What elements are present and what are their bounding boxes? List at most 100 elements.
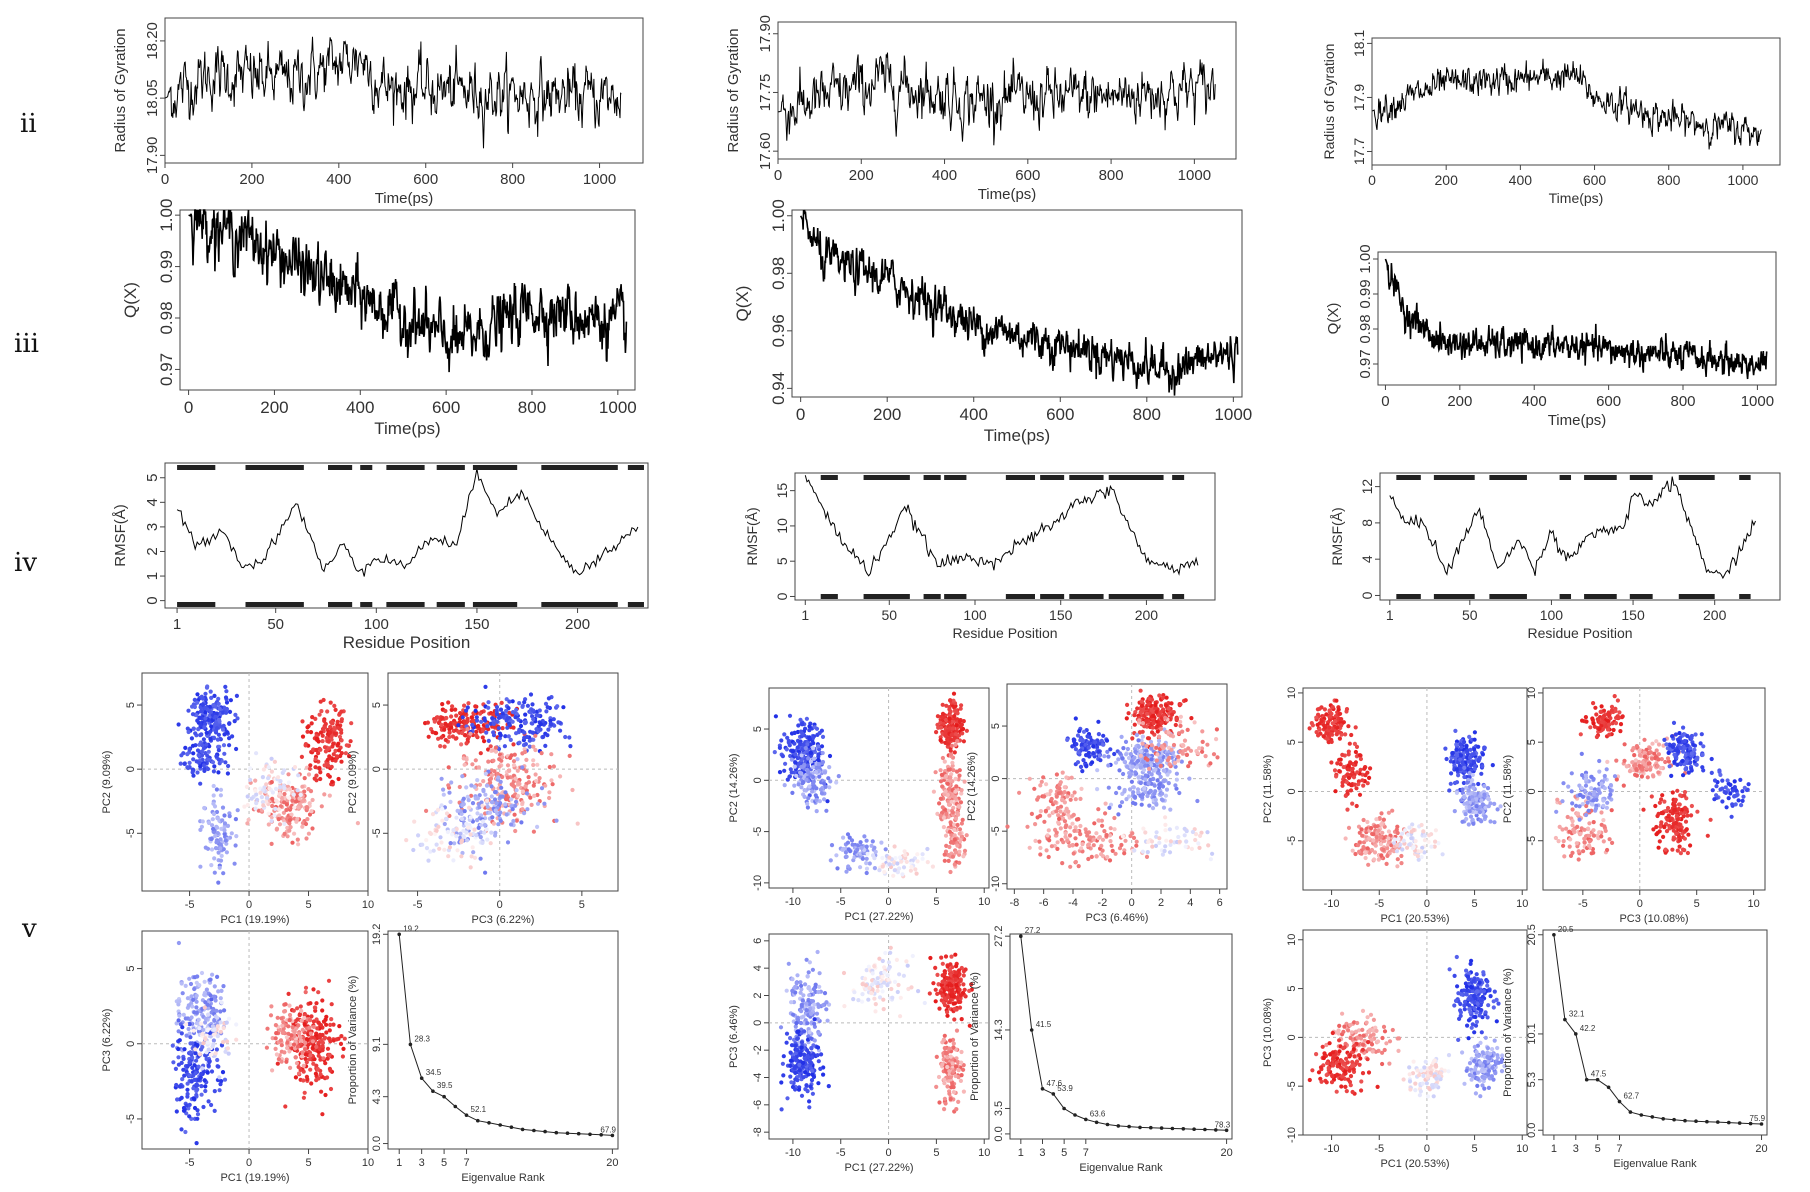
ss-block-top bbox=[360, 465, 373, 470]
scatter-point bbox=[534, 727, 539, 732]
scatter-point bbox=[1081, 729, 1087, 734]
scatter-point bbox=[1119, 734, 1124, 740]
scatter-point bbox=[447, 790, 452, 795]
scatter-point bbox=[1169, 712, 1175, 717]
scatter-point bbox=[180, 1077, 185, 1082]
scatter-point bbox=[452, 841, 457, 846]
scatter-point bbox=[792, 730, 797, 736]
x-axis-label: PC1 (27.22%) bbox=[844, 911, 913, 923]
scatter-point bbox=[459, 854, 464, 859]
scatter-point bbox=[315, 1066, 320, 1072]
scatter-point bbox=[183, 983, 188, 989]
scatter-point bbox=[954, 723, 959, 728]
scatter-point bbox=[953, 708, 958, 713]
scatter-point bbox=[189, 1015, 194, 1020]
scatter-point bbox=[328, 1022, 333, 1027]
scatter-point bbox=[1158, 726, 1164, 731]
scatter-point bbox=[200, 1066, 205, 1071]
scatter-point bbox=[1129, 759, 1134, 764]
scatter-point bbox=[818, 1066, 823, 1071]
scatter-point bbox=[292, 831, 297, 836]
scatter-point bbox=[209, 847, 215, 852]
x-tick-label: 1 bbox=[396, 1157, 402, 1169]
scatter-point bbox=[191, 1086, 196, 1091]
y-tick-label: -4 bbox=[752, 1073, 764, 1083]
ss-block-bottom bbox=[1489, 594, 1527, 599]
scatter-point bbox=[316, 1020, 321, 1025]
scatter-point bbox=[1101, 733, 1106, 738]
scatter-point bbox=[939, 955, 944, 960]
y-tick-label: 18.1 bbox=[1351, 30, 1367, 57]
scatter-point bbox=[476, 825, 481, 831]
scatter-point bbox=[483, 870, 488, 875]
scatter-point bbox=[209, 1069, 215, 1074]
scatter-point bbox=[858, 865, 863, 870]
ss-block-top bbox=[472, 465, 518, 470]
scatter-point bbox=[475, 811, 480, 816]
scatter-point bbox=[470, 718, 475, 723]
scatter-point bbox=[283, 1104, 288, 1109]
scatter-point bbox=[551, 717, 556, 722]
scatter-point bbox=[489, 768, 494, 773]
scatter-point bbox=[306, 831, 311, 836]
scree-value-label: 34.5 bbox=[426, 1068, 442, 1077]
scatter-point bbox=[1076, 864, 1081, 869]
scatter-point bbox=[474, 715, 479, 720]
scatter-point bbox=[193, 1051, 198, 1056]
scatter-point bbox=[897, 972, 902, 977]
scatter-point bbox=[313, 1071, 318, 1076]
scatter-point bbox=[327, 1053, 332, 1058]
scatter-point bbox=[199, 1092, 204, 1097]
scatter-point bbox=[173, 1066, 178, 1071]
y-tick-label: 4.3 bbox=[371, 1089, 383, 1104]
scatter-point bbox=[289, 812, 294, 817]
scatter-point bbox=[499, 700, 504, 706]
scatter-point bbox=[327, 1036, 332, 1041]
scatter-point bbox=[1118, 804, 1123, 809]
scatter-point bbox=[206, 1099, 211, 1104]
scatter-point bbox=[1138, 780, 1143, 786]
scatter-point bbox=[1196, 841, 1201, 846]
scatter-point bbox=[320, 1048, 325, 1053]
scatter-point bbox=[320, 739, 325, 744]
scatter-point bbox=[179, 1060, 184, 1065]
scatter-point bbox=[287, 1018, 292, 1023]
scatter-point bbox=[938, 720, 943, 725]
scatter-point bbox=[903, 852, 908, 858]
scatter-point bbox=[254, 801, 259, 806]
scatter-point bbox=[810, 1072, 815, 1077]
scatter-point bbox=[185, 1091, 190, 1097]
scatter-point bbox=[347, 754, 352, 759]
scatter-point bbox=[849, 838, 855, 843]
scatter-point bbox=[434, 828, 439, 833]
scatter-point bbox=[179, 753, 184, 758]
scatter-point bbox=[915, 852, 920, 857]
scatter-point bbox=[331, 752, 336, 757]
scatter-point bbox=[208, 993, 213, 998]
scatter-point bbox=[202, 992, 207, 998]
scatter-point bbox=[300, 824, 305, 829]
scatter-point bbox=[198, 723, 203, 728]
scatter-point bbox=[222, 824, 227, 829]
scatter-point bbox=[867, 986, 872, 991]
scatter-point bbox=[870, 839, 875, 844]
scatter-point bbox=[1106, 763, 1111, 768]
y-tick-label: 0 bbox=[990, 776, 1002, 782]
scatter-point bbox=[789, 757, 794, 762]
y-tick-label: -5 bbox=[371, 828, 383, 838]
scatter-point bbox=[218, 846, 223, 851]
scatter-point bbox=[226, 763, 231, 769]
x-tick-label: 0 bbox=[246, 1157, 252, 1169]
scatter-point bbox=[181, 1067, 186, 1072]
scatter-point bbox=[458, 711, 463, 716]
scatter-point bbox=[1105, 854, 1110, 860]
scatter-point bbox=[504, 708, 509, 714]
scatter-point bbox=[465, 727, 470, 732]
scatter-point bbox=[1146, 736, 1152, 741]
scatter-point bbox=[558, 774, 563, 779]
scatter-point bbox=[325, 709, 330, 714]
ss-block-bottom bbox=[1629, 594, 1653, 599]
scatter-point bbox=[513, 803, 518, 808]
scatter-point bbox=[813, 769, 819, 775]
